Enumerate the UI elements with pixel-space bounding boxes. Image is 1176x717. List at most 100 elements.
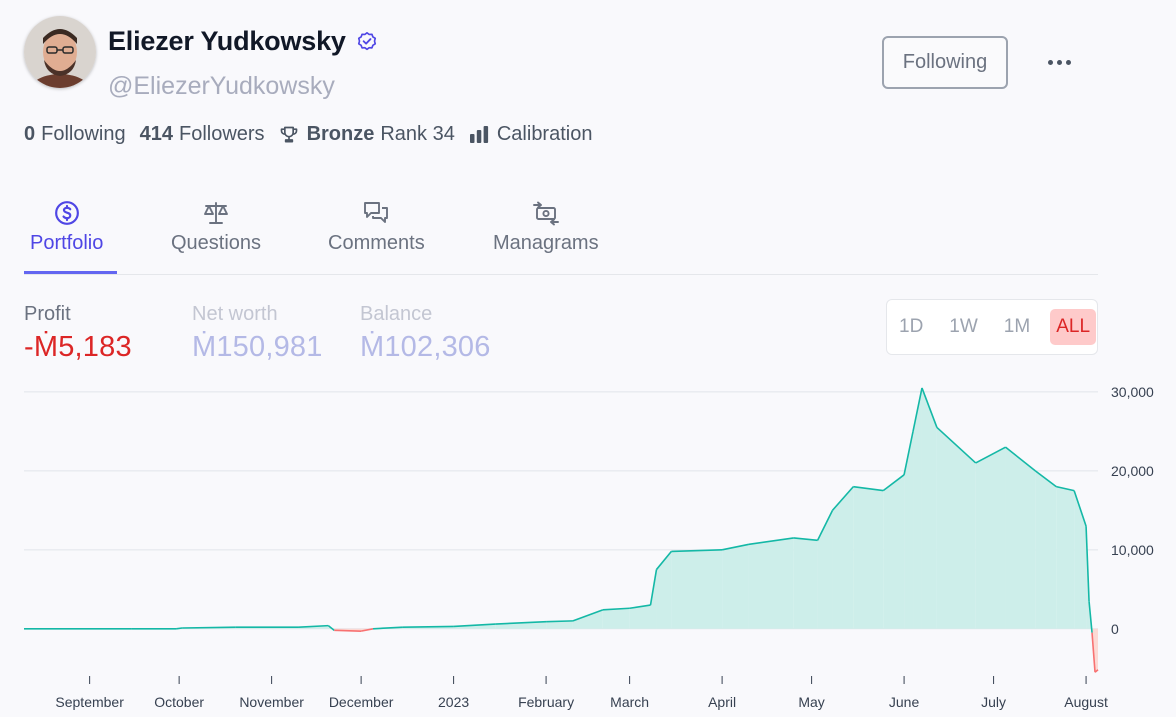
area-segment	[1035, 470, 1057, 629]
line-segment	[793, 537, 818, 542]
ellipsis-icon-dot	[1056, 59, 1062, 65]
area-segment	[817, 510, 833, 629]
line-segment	[1094, 669, 1099, 673]
line-segment	[546, 620, 573, 623]
line-segment	[572, 609, 604, 622]
line-segment	[748, 537, 794, 546]
profile-tabs: Portfolio Questions Comments	[24, 196, 1098, 275]
line-segment	[327, 624, 335, 631]
line-segment	[936, 426, 977, 464]
chart-area	[176, 387, 1098, 673]
area-segment	[602, 608, 630, 629]
ellipsis-icon-dot	[1065, 59, 1071, 65]
profit-chart[interactable]: 30,000 20,000 10,000 0 September October Nove…	[0, 370, 1176, 717]
area-segment	[361, 628, 374, 632]
range-all-button[interactable]: ALL	[1050, 309, 1097, 345]
x-tick-label: November	[239, 694, 304, 710]
x-tick-label: May	[798, 694, 824, 710]
y-tick-label: 20,000	[1111, 463, 1154, 479]
tab-portfolio[interactable]: Portfolio	[30, 196, 103, 255]
line-segment	[453, 623, 496, 628]
x-tick-label: February	[518, 694, 574, 710]
area-segment	[629, 605, 651, 629]
avatar-image	[24, 16, 96, 88]
profile-name: Eliezer Yudkowsky	[108, 26, 346, 56]
followers-count: 414	[139, 123, 173, 145]
line-segment	[831, 486, 854, 511]
league-rank: Rank 34	[380, 123, 455, 145]
tab-questions[interactable]: Questions	[171, 196, 261, 255]
avatar[interactable]	[24, 16, 96, 88]
money-transfer-icon	[531, 196, 561, 230]
line-segment	[903, 431, 914, 475]
line-segment	[912, 387, 923, 432]
following-stat[interactable]: 0 Following	[24, 123, 126, 146]
active-tab-indicator	[24, 271, 117, 274]
chart-line	[24, 387, 1099, 673]
tab-label: Comments	[328, 232, 425, 254]
bar-chart-icon	[469, 125, 489, 145]
following-count: 0	[24, 123, 36, 145]
profit-value: -Ṁ5,183	[24, 331, 132, 363]
area-segment	[913, 387, 922, 629]
x-tick-label: October	[154, 694, 204, 710]
line-segment	[655, 550, 673, 571]
followers-stat[interactable]: 414 Followers	[140, 123, 265, 146]
range-1w-button[interactable]: 1W	[949, 316, 978, 337]
profile-stats: 0 Following 414 Followers Bronze Rank 34	[24, 123, 606, 146]
line-segment	[721, 543, 750, 551]
profit-label: Profit	[24, 303, 71, 325]
area-segment	[853, 486, 884, 629]
area-segment	[572, 609, 603, 629]
area-segment	[748, 537, 794, 629]
line-segment	[629, 604, 651, 610]
ellipsis-icon-dot	[1047, 59, 1053, 65]
networth-label: Net worth	[192, 303, 278, 325]
tab-comments[interactable]: Comments	[328, 196, 425, 255]
y-tick-label: 0	[1111, 621, 1119, 637]
balance-value: Ṁ102,306	[360, 331, 491, 363]
calibration-label: Calibration	[496, 123, 593, 145]
area-segment	[793, 537, 818, 629]
x-tick-label: 2023	[438, 694, 469, 710]
area-segment	[832, 486, 854, 629]
line-segment	[816, 509, 834, 541]
profit-metric: Profit -Ṁ5,183	[24, 303, 132, 364]
area-segment	[650, 569, 657, 629]
x-tick-label: June	[889, 694, 920, 710]
line-segment	[921, 387, 938, 428]
area-segment	[921, 387, 937, 629]
profile-handle: @EliezerYudkowsky	[108, 72, 335, 100]
time-range-selector: 1D 1W 1M ALL	[886, 299, 1098, 355]
line-segment	[334, 629, 362, 632]
area-segment	[546, 620, 573, 629]
line-segment	[360, 627, 374, 632]
y-tick-label: 10,000	[1111, 542, 1154, 558]
range-1m-button[interactable]: 1M	[1003, 316, 1031, 337]
verified-badge-icon	[356, 31, 378, 53]
line-segment	[671, 549, 723, 553]
networth-metric[interactable]: Net worth Ṁ150,981	[192, 303, 323, 364]
league-stat[interactable]: Bronze Rank 34	[279, 123, 455, 146]
line-segment	[1088, 601, 1093, 633]
area-segment	[1095, 628, 1098, 673]
x-tick-label: July	[981, 694, 1006, 710]
line-segment	[1091, 632, 1096, 673]
line-segment	[649, 569, 658, 606]
line-segment	[882, 474, 905, 492]
following-button[interactable]: Following	[882, 36, 1008, 89]
more-options-button[interactable]	[1040, 48, 1078, 76]
tab-label: Questions	[171, 232, 262, 254]
line-segment	[298, 624, 329, 628]
area-segment	[656, 551, 672, 629]
tab-managrams[interactable]: Managrams	[493, 196, 599, 255]
area-segment	[1005, 447, 1036, 629]
area-segment	[975, 447, 1006, 629]
league-name: Bronze	[306, 123, 375, 145]
calibration-stat[interactable]: Calibration	[469, 123, 593, 146]
line-segment	[1085, 526, 1090, 602]
tab-label: Portfolio	[30, 232, 104, 254]
y-axis-ticks: 30,000 20,000 10,000 0	[1111, 384, 1154, 637]
range-1d-button[interactable]: 1D	[899, 316, 924, 337]
balance-metric[interactable]: Balance Ṁ102,306	[360, 303, 491, 364]
